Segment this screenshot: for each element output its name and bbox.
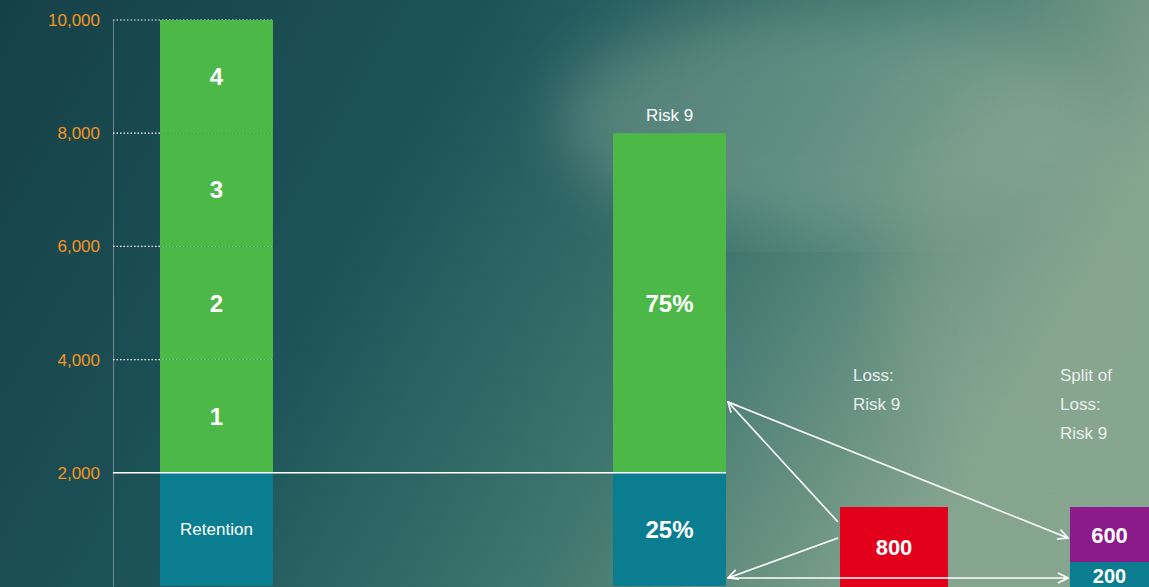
- axis-line: [113, 21, 114, 587]
- bar-segment: [160, 246, 273, 359]
- arrow: [728, 538, 838, 578]
- arrow: [728, 577, 1068, 579]
- tick-label: 2,000: [57, 464, 100, 483]
- loss: Loss: Risk 9 800: [840, 366, 948, 587]
- split-box: [1070, 562, 1149, 587]
- bar-segment: [160, 133, 273, 246]
- segment-label: 1: [210, 403, 223, 430]
- tick: 6,000: [57, 237, 113, 256]
- category-label: Risk 9: [646, 106, 693, 125]
- tick: 8,000: [57, 124, 113, 143]
- y-axis: 2,000 4,000 6,000 8,000 10,000: [48, 11, 114, 587]
- bar-segment: [613, 473, 726, 586]
- split-label: Loss:: [1060, 395, 1101, 414]
- tick-label: 8,000: [57, 124, 100, 143]
- segment-label: 2: [210, 290, 223, 317]
- grid: [113, 20, 273, 360]
- tick: 4,000: [57, 351, 113, 370]
- segment-label: 4: [210, 63, 224, 90]
- split-value: 200: [1093, 565, 1126, 587]
- background-glow: [890, 100, 1149, 500]
- loss-box: [840, 507, 948, 587]
- segment-label: 25%: [645, 516, 693, 543]
- loss-label: Loss:: [853, 366, 894, 385]
- loss-value: 800: [876, 535, 913, 560]
- bar-segment: [160, 473, 273, 586]
- split-label: Risk 9: [1060, 424, 1107, 443]
- loss-label: Risk 9: [853, 395, 900, 414]
- split-value: 600: [1091, 523, 1128, 548]
- chart: Retention 1 2 3 4 25% 75% Risk 9 2,000 4,000 6,000…: [0, 0, 1149, 587]
- split: Split of Loss: Risk 9 600 200: [1060, 366, 1149, 587]
- arrow: [728, 402, 1068, 538]
- segment-label: 75%: [645, 290, 693, 317]
- grid-line: [113, 472, 726, 474]
- bar-texts: Retention 1 2 3 4 25% 75% Risk 9: [180, 63, 693, 543]
- bars: [160, 20, 726, 586]
- split-label: Split of: [1060, 366, 1112, 385]
- arrows: [728, 402, 1068, 578]
- tick-label: 6,000: [57, 237, 100, 256]
- tick: 2,000: [57, 464, 113, 483]
- tick-label: 10,000: [48, 11, 100, 30]
- bar-segment: [613, 133, 726, 473]
- tick: 10,000: [48, 11, 113, 30]
- bar-segment: [160, 360, 273, 473]
- segment-label: 3: [210, 176, 223, 203]
- split-box: [1070, 507, 1149, 562]
- segment-label: Retention: [180, 520, 253, 539]
- bar-segment: [160, 20, 273, 133]
- arrow: [728, 402, 838, 522]
- tick-label: 4,000: [57, 351, 100, 370]
